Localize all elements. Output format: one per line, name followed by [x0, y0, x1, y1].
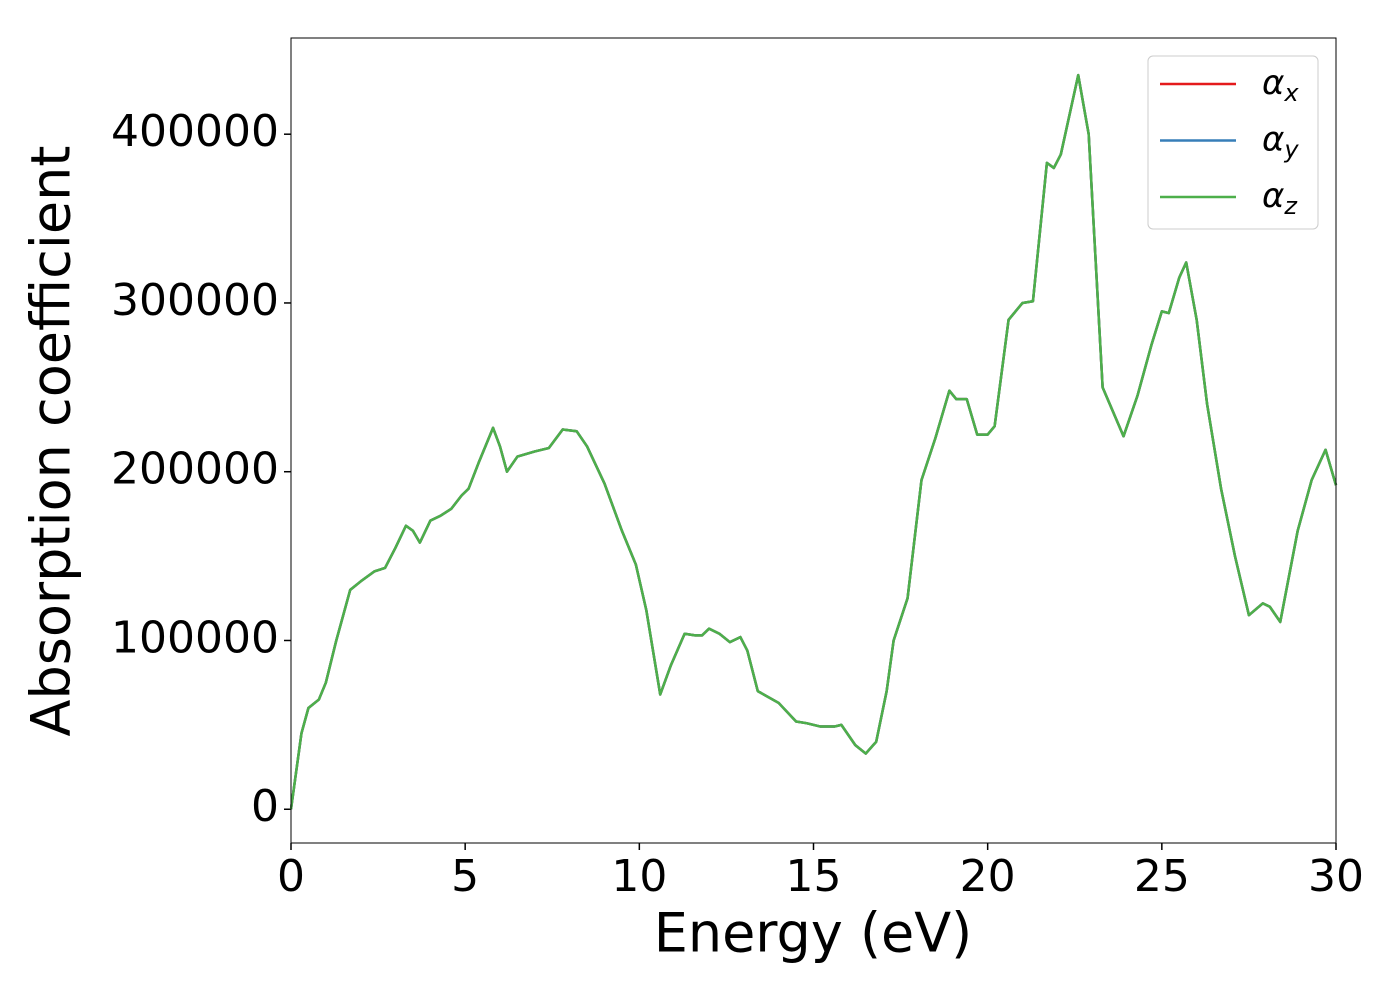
y-tick-label: 200000	[111, 444, 279, 495]
x-axis-label: Energy (eV)	[654, 902, 973, 965]
x-tick-label: 0	[277, 851, 305, 902]
x-tick-label: 20	[960, 851, 1016, 902]
y-tick-label: 0	[251, 781, 279, 832]
x-tick-label: 5	[451, 851, 479, 902]
legend-box	[1147, 55, 1319, 230]
x-tick-label: 30	[1308, 851, 1364, 902]
y-tick-label: 100000	[111, 612, 279, 663]
legend-label: αz	[1262, 176, 1298, 221]
y-tick-label: 400000	[111, 106, 279, 157]
data-line	[289, 73, 1338, 810]
x-tick-label: 10	[611, 851, 667, 902]
legend-label: αx	[1262, 63, 1299, 108]
plot-frame	[290, 37, 1337, 844]
y-axis-label: Absorption coefficient	[20, 146, 83, 737]
y-tick-label: 300000	[111, 275, 279, 326]
x-tick-label: 15	[786, 851, 842, 902]
x-tick-label: 25	[1134, 851, 1190, 902]
legend-label: αy	[1262, 119, 1299, 164]
